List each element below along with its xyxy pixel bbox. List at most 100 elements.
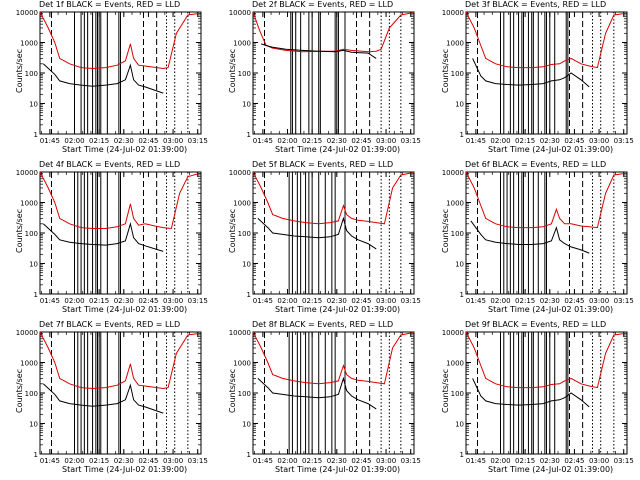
y-tick-label: 10000 [229,9,251,17]
x-tick-label: 01:45 [253,137,273,145]
x-tick-label: 03:15 [188,297,208,305]
x-tick-label: 02:30 [540,457,560,465]
y-tick-label: 100 [238,230,251,238]
x-tick-label: 02:30 [114,457,134,465]
x-tick-label: 02:00 [277,137,297,145]
y-tick-label: 1000 [20,360,38,368]
x-tick-label: 03:15 [188,137,208,145]
events-series-line [257,376,377,410]
x-tick-label: 02:45 [138,457,158,465]
y-tick-label: 1 [247,291,251,299]
x-tick-label: 03:15 [614,137,634,145]
events-series-line [470,220,590,254]
y-tick-label: 1000 [233,40,251,48]
x-tick-label: 02:15 [302,137,322,145]
y-tick-label: 1000 [446,40,464,48]
events-series-line [42,63,164,94]
y-tick-label: 10 [242,421,251,429]
y-tick-label: 100 [451,230,464,238]
x-tick-label: 02:00 [490,297,510,305]
events-series-line [472,378,590,408]
y-tick-label: 1 [34,131,38,139]
x-axis-label: Start Time (24-Jul-02 01:39:00) [488,145,614,154]
y-tick-label: 10 [29,101,38,109]
panel-title: Det 1f BLACK = Events, RED = LLD [39,0,181,9]
y-tick-label: 10 [29,261,38,269]
x-tick-label: 02:45 [351,137,371,145]
y-tick-label: 1000 [233,200,251,208]
x-tick-label: 02:00 [64,457,84,465]
x-tick-label: 03:00 [163,137,183,145]
y-tick-label: 1 [34,451,38,459]
x-tick-label: 03:15 [401,457,421,465]
lld-series-line [465,11,626,69]
x-tick-label: 02:30 [540,137,560,145]
y-tick-label: 1000 [20,200,38,208]
x-tick-label: 03:00 [376,457,396,465]
y-tick-label: 100 [451,390,464,398]
x-tick-label: 01:45 [466,137,486,145]
x-tick-label: 01:45 [253,297,273,305]
x-axis-label: Start Time (24-Jul-02 01:39:00) [488,305,614,314]
events-series-line [261,43,377,59]
x-tick-label: 02:00 [64,297,84,305]
x-tick-label: 02:15 [89,297,109,305]
panel-title: Det 6f BLACK = Events, RED = LLD [465,160,607,169]
y-tick-label: 100 [25,70,38,78]
y-tick-label: 10000 [16,329,38,337]
x-tick-label: 02:15 [515,457,535,465]
y-tick-label: 10000 [442,329,464,337]
events-series-line [42,221,164,252]
y-tick-label: 10 [242,261,251,269]
lld-series-line [252,331,413,385]
x-axis-label: Start Time (24-Jul-02 01:39:00) [275,305,401,314]
y-tick-label: 10 [455,101,464,109]
x-tick-label: 02:45 [351,457,371,465]
x-tick-label: 03:00 [589,457,609,465]
y-tick-label: 1000 [446,200,464,208]
x-tick-label: 01:45 [40,457,60,465]
x-tick-label: 02:00 [277,457,297,465]
y-tick-label: 100 [25,230,38,238]
panel-title: Det 7f BLACK = Events, RED = LLD [39,320,181,329]
y-tick-label: 10000 [442,169,464,177]
x-tick-label: 01:45 [466,457,486,465]
y-tick-label: 1 [34,291,38,299]
x-tick-label: 02:45 [138,297,158,305]
x-axis-label: Start Time (24-Jul-02 01:39:00) [62,305,188,314]
x-axis-label: Start Time (24-Jul-02 01:39:00) [62,465,188,474]
x-tick-label: 02:30 [114,297,134,305]
x-tick-label: 02:15 [89,457,109,465]
y-tick-label: 10000 [442,9,464,17]
y-tick-label: 1000 [233,360,251,368]
x-axis-label: Start Time (24-Jul-02 01:39:00) [275,465,401,474]
y-tick-label: 10 [29,421,38,429]
y-tick-label: 100 [25,390,38,398]
lld-series-line [39,11,200,70]
x-tick-label: 02:00 [490,137,510,145]
x-tick-label: 02:30 [327,297,347,305]
y-tick-label: 10 [455,421,464,429]
y-tick-label: 100 [451,70,464,78]
events-series-line [42,383,164,414]
y-tick-label: 10000 [229,329,251,337]
x-tick-label: 01:45 [40,297,60,305]
y-tick-label: 1 [247,131,251,139]
x-tick-label: 02:45 [564,297,584,305]
panel-title: Det 5f BLACK = Events, RED = LLD [252,160,394,169]
x-tick-label: 02:15 [302,457,322,465]
x-tick-label: 02:45 [564,457,584,465]
x-tick-label: 02:15 [89,137,109,145]
x-tick-label: 01:45 [466,297,486,305]
y-tick-label: 1000 [20,40,38,48]
x-tick-label: 03:15 [614,297,634,305]
y-tick-label: 10 [455,261,464,269]
x-tick-label: 03:00 [376,297,396,305]
x-tick-label: 02:00 [277,297,297,305]
